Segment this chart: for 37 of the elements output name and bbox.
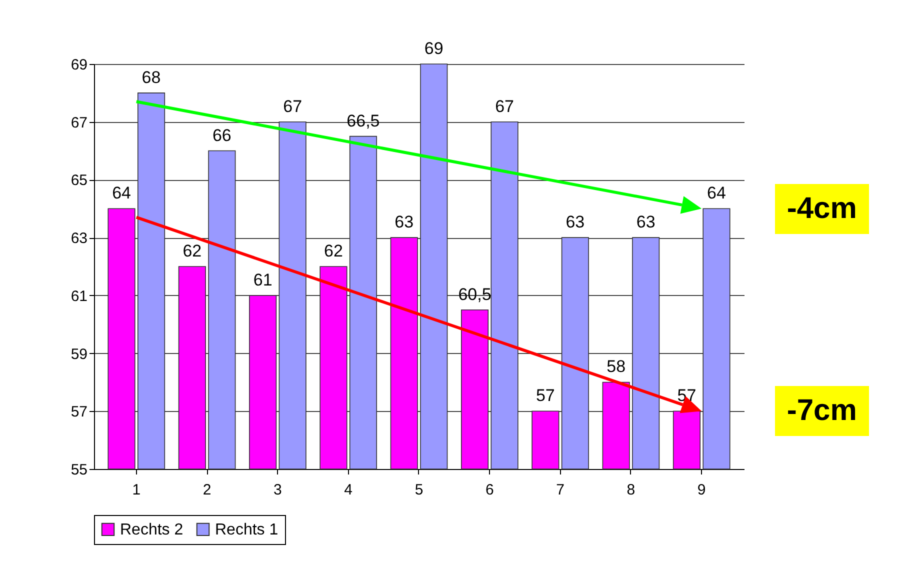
data-label: 63 (394, 212, 414, 232)
data-label: 66 (212, 126, 232, 145)
data-label: 67 (495, 96, 514, 116)
legend-label: Rechts 2 (120, 521, 184, 538)
y-tick-label: 59 (70, 346, 88, 363)
x-tick-label: 5 (414, 482, 424, 498)
x-tick-label: 4 (344, 482, 353, 498)
x-tick-label: 2 (202, 482, 212, 498)
data-label: 63 (636, 212, 656, 232)
x-tick-label: 7 (556, 482, 564, 498)
x-tick-label: 6 (485, 482, 494, 498)
x-tick-label: 3 (274, 482, 282, 498)
y-tick-label: 55 (70, 462, 88, 478)
data-label: 68 (142, 68, 161, 87)
data-label: 64 (112, 184, 131, 203)
data-label: 61 (253, 270, 272, 290)
x-tick-label: 9 (697, 482, 706, 498)
y-tick-label: 69 (70, 56, 88, 74)
note-box: -7cm (774, 386, 869, 436)
data-label: 62 (182, 242, 202, 260)
data-label: 58 (606, 357, 626, 376)
y-tick-label: 63 (70, 230, 88, 248)
data-label: 69 (424, 39, 444, 58)
x-tick-label: 1 (132, 482, 141, 498)
x-tick-label: 8 (626, 482, 636, 498)
y-tick-label: 61 (70, 288, 88, 305)
data-label: 57 (677, 386, 696, 406)
data-label: 64 (707, 184, 726, 203)
y-tick-label: 57 (70, 404, 88, 421)
legend-label: Rechts 1 (215, 521, 278, 538)
note-box: -4cm (774, 184, 869, 234)
data-label: 63 (566, 212, 585, 232)
y-tick-label: 67 (70, 114, 88, 132)
data-label: 57 (536, 386, 555, 406)
data-label: 67 (283, 96, 302, 116)
y-tick-label: 65 (70, 172, 88, 190)
data-label: 62 (324, 242, 343, 260)
